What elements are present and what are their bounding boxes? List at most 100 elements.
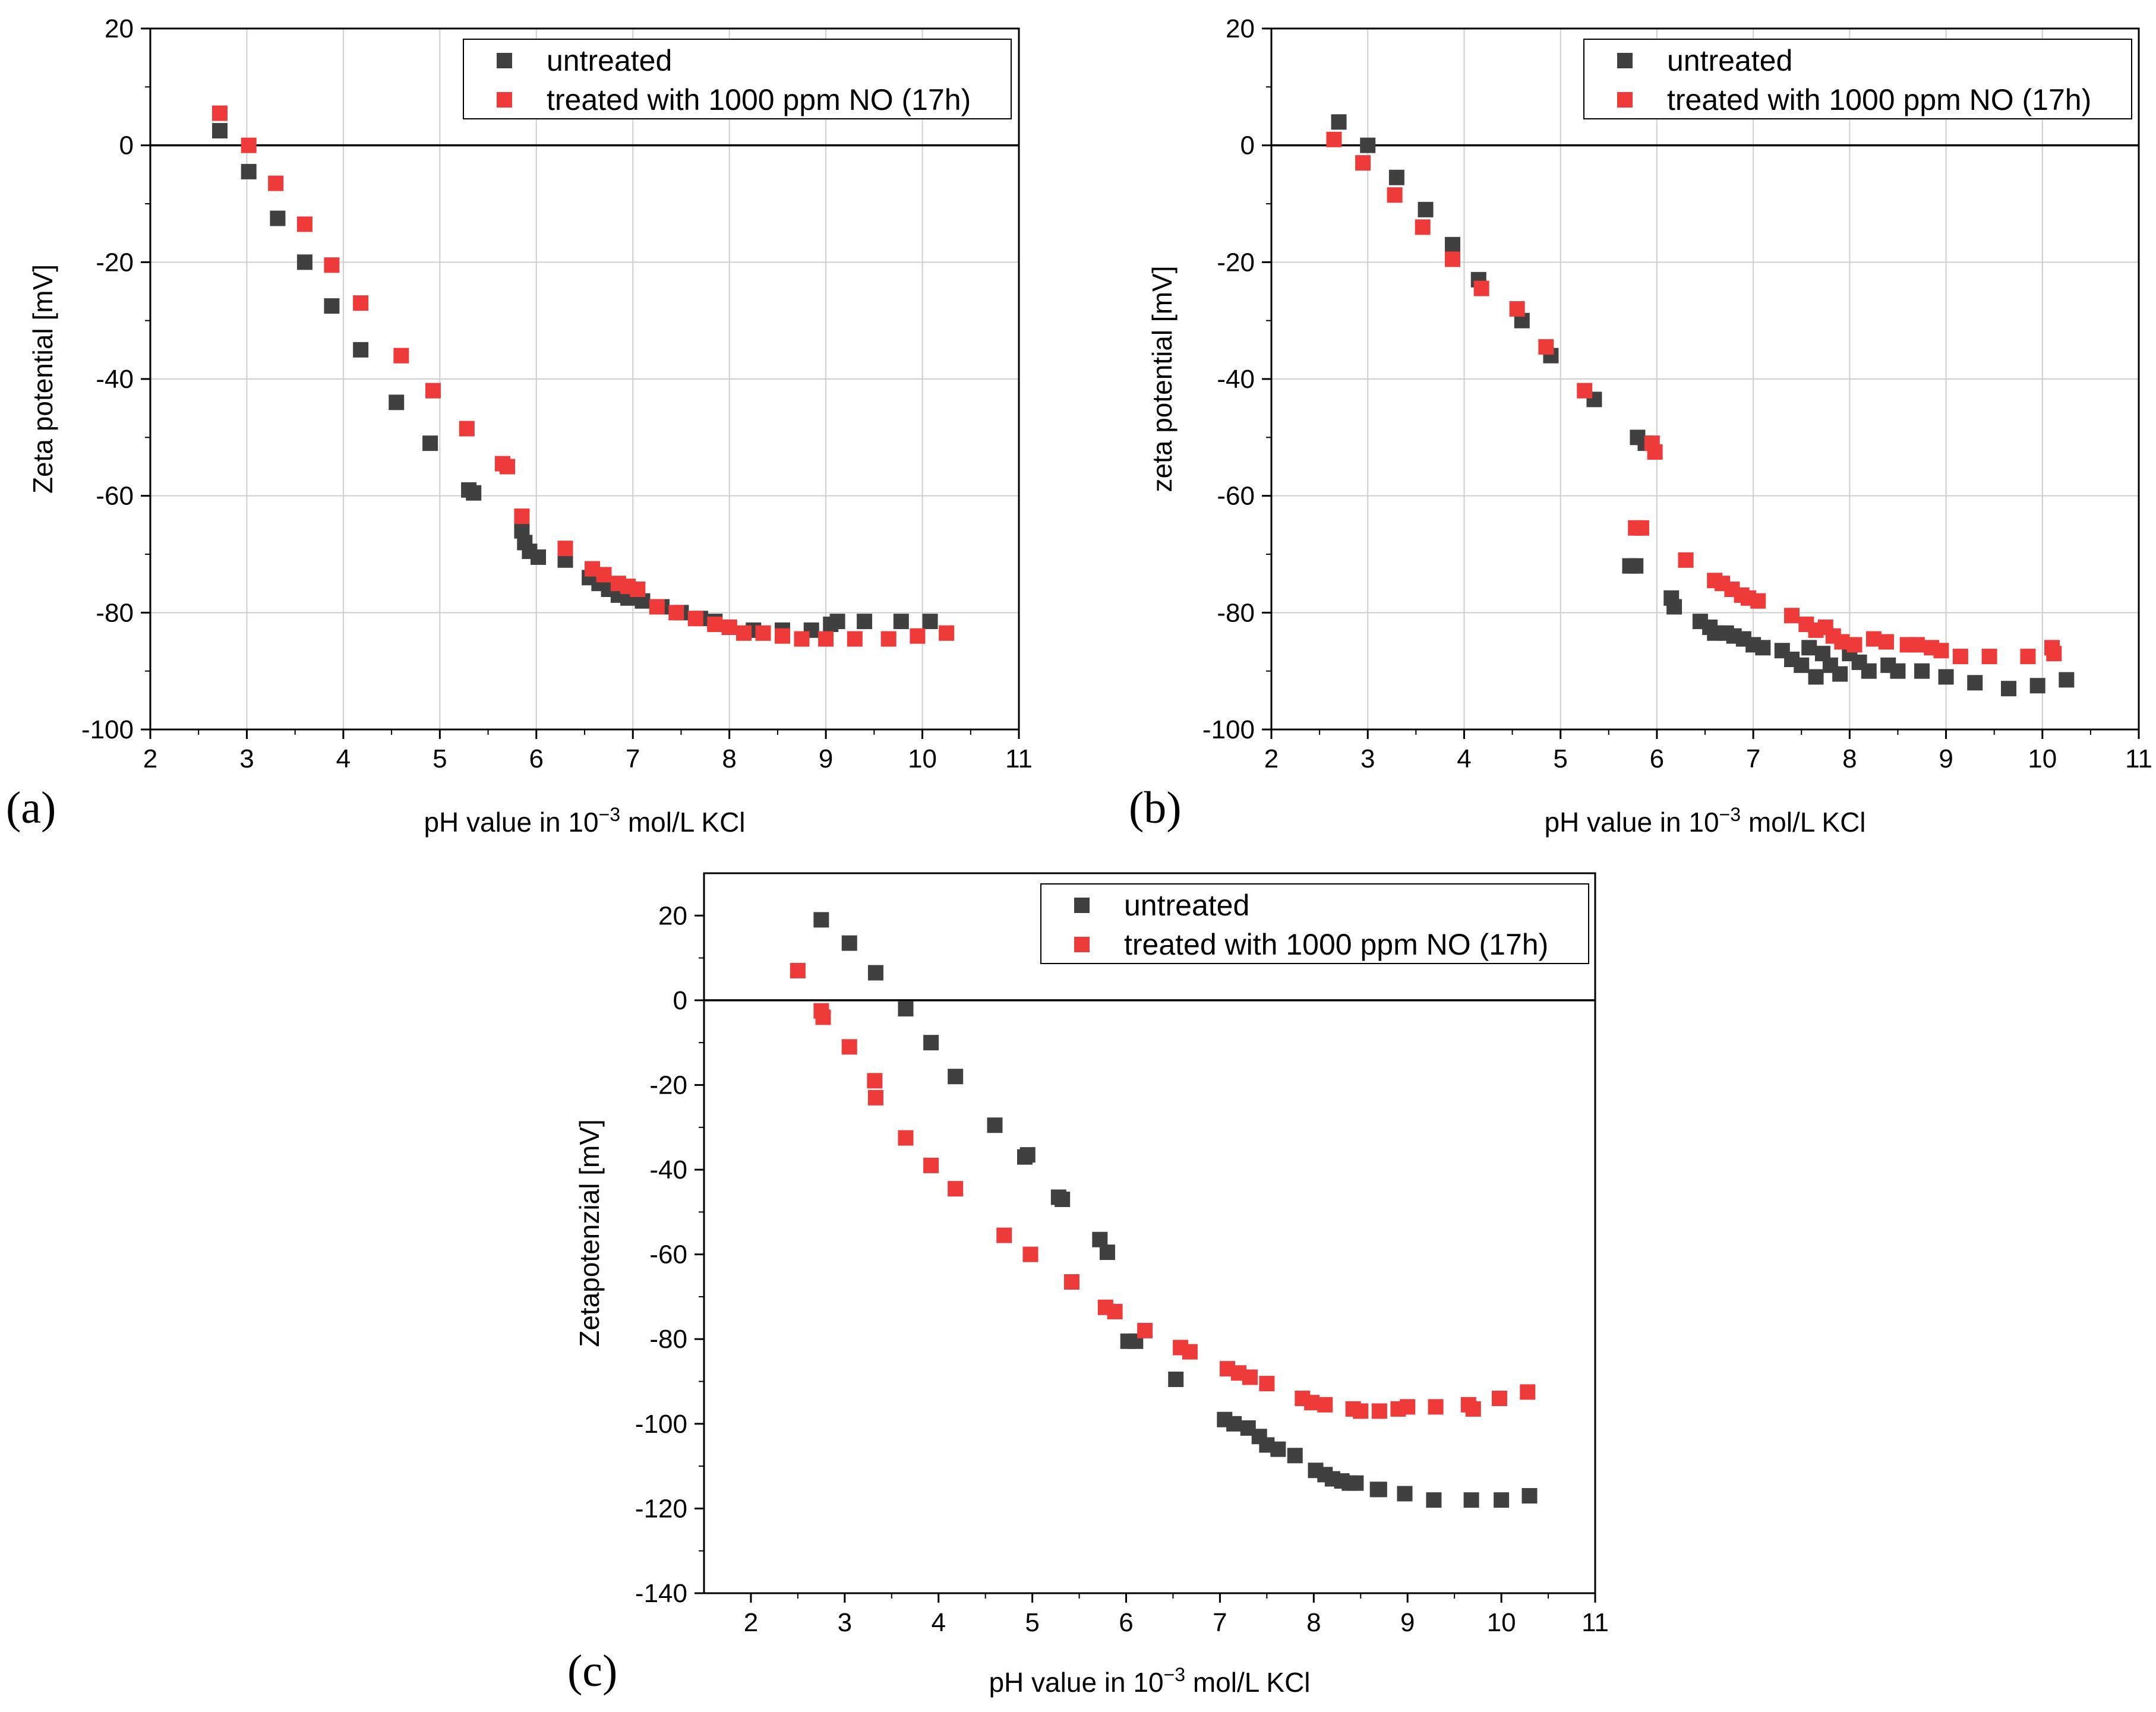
x-tick-label: 3 (838, 1608, 852, 1637)
data-point (241, 137, 257, 153)
data-point (1304, 1395, 1320, 1411)
x-tick-label: 10 (1487, 1608, 1516, 1637)
x-tick-label: 9 (819, 744, 833, 773)
legend-entry: treated with 1000 ppm NO (17h) (1124, 928, 1548, 961)
data-point (1444, 236, 1460, 252)
x-tick-label: 3 (239, 744, 254, 773)
legend-marker (497, 92, 512, 108)
y-tick-label: -100 (81, 715, 134, 744)
data-point (1388, 169, 1404, 185)
data-point (898, 1001, 914, 1017)
y-axis-title: zeta potential [mV] (1147, 266, 1178, 492)
data-point (1331, 114, 1347, 130)
y-axis: -100 -80 -60 -40 -20 0 20 (1202, 14, 1271, 744)
x-tick-label: 9 (1939, 744, 1953, 773)
panel-label: (a) (6, 783, 56, 833)
data-point (898, 1130, 914, 1146)
data-point (1371, 1482, 1387, 1498)
data-point (630, 582, 646, 597)
data-point (847, 631, 863, 647)
x-tick-label: 11 (1582, 1608, 1609, 1637)
data-point (649, 599, 665, 615)
legend-marker (1617, 92, 1633, 108)
data-point (393, 348, 409, 364)
x-tick-label: 10 (908, 744, 937, 773)
data-point (1463, 1492, 1479, 1508)
data-point (1784, 608, 1800, 624)
data-point (1801, 640, 1817, 656)
data-point (1890, 663, 1906, 679)
data-point (296, 216, 312, 232)
data-point (1755, 640, 1771, 656)
data-point (270, 210, 286, 226)
panel-label: (b) (1129, 783, 1182, 833)
data-point (2001, 681, 2016, 697)
y-axis-title: Zeta potential [mV] (27, 264, 58, 494)
legend-entry: treated with 1000 ppm NO (17h) (1667, 83, 2091, 116)
legend: untreated treated with 1000 ppm NO (17h) (463, 39, 1012, 119)
data-point (1259, 1376, 1275, 1392)
legend-box (1583, 39, 2132, 119)
data-point (1348, 1475, 1364, 1491)
legend-entry: untreated (1124, 889, 1249, 922)
legend-box (1040, 883, 1589, 964)
data-point (893, 614, 909, 630)
data-point (1647, 444, 1663, 460)
data-point (1750, 593, 1766, 609)
data-point (1353, 1403, 1369, 1419)
data-point (818, 631, 834, 647)
data-point (1287, 1448, 1303, 1464)
series-untreated (212, 123, 938, 638)
data-point (841, 935, 857, 951)
data-point (841, 1039, 857, 1055)
data-point (1099, 1244, 1115, 1261)
y-tick-label: -80 (649, 1325, 687, 1354)
legend-marker (1074, 898, 1090, 913)
y-tick-label: 20 (105, 14, 134, 43)
data-point (1226, 1416, 1242, 1432)
data-point (1371, 1403, 1387, 1419)
x-tick-label: 5 (433, 744, 447, 773)
data-point (1509, 301, 1525, 317)
data-point (1168, 1371, 1184, 1387)
data-point (923, 1035, 939, 1051)
data-point (1137, 1322, 1153, 1338)
series-treated (1326, 131, 2062, 665)
data-point (829, 614, 845, 630)
data-point (353, 295, 369, 311)
data-point (459, 421, 475, 437)
data-point (794, 631, 810, 647)
panel-c: 2 3 4 5 6 7 8 9 10 11 -140 -120 -100 -80 -60 -40 -20 0 20 p… (567, 872, 1609, 1698)
data-point (1397, 1486, 1413, 1502)
data-point (1428, 1399, 1444, 1415)
data-point (948, 1069, 964, 1085)
data-point (1473, 280, 1489, 296)
data-point (867, 965, 883, 981)
data-point (1981, 649, 1997, 665)
data-point (1628, 558, 1644, 574)
x-axis-title: pH value in 10−3 mol/L KCl (1544, 804, 1865, 838)
y-tick-label: -80 (1217, 598, 1255, 627)
data-point (212, 123, 228, 139)
data-point (324, 257, 340, 273)
y-axis: -100 -80 -60 -40 -20 0 20 (81, 14, 150, 744)
data-point (1952, 649, 1968, 665)
x-tick-label: 4 (336, 744, 351, 773)
data-point (1577, 383, 1593, 399)
data-point (1242, 1369, 1258, 1385)
x-tick-label: 11 (2125, 744, 2152, 773)
data-point (1055, 1191, 1071, 1207)
data-point (721, 619, 737, 635)
data-point (1355, 155, 1371, 171)
y-axis: -140 -120 -100 -80 -60 -40 -20 0 20 (635, 901, 704, 1608)
y-tick-label: -100 (1202, 715, 1255, 744)
data-point (1400, 1399, 1416, 1415)
data-point (948, 1181, 964, 1197)
legend-marker (1074, 937, 1090, 952)
data-point (1794, 657, 1810, 673)
x-tick-label: 2 (1264, 744, 1279, 773)
data-point (2029, 678, 2045, 694)
data-point (910, 628, 926, 644)
panel-a: 2 3 4 5 6 7 8 9 10 11 -100 -80 -60 -40 -20 0 20 pH value … (6, 14, 1033, 838)
